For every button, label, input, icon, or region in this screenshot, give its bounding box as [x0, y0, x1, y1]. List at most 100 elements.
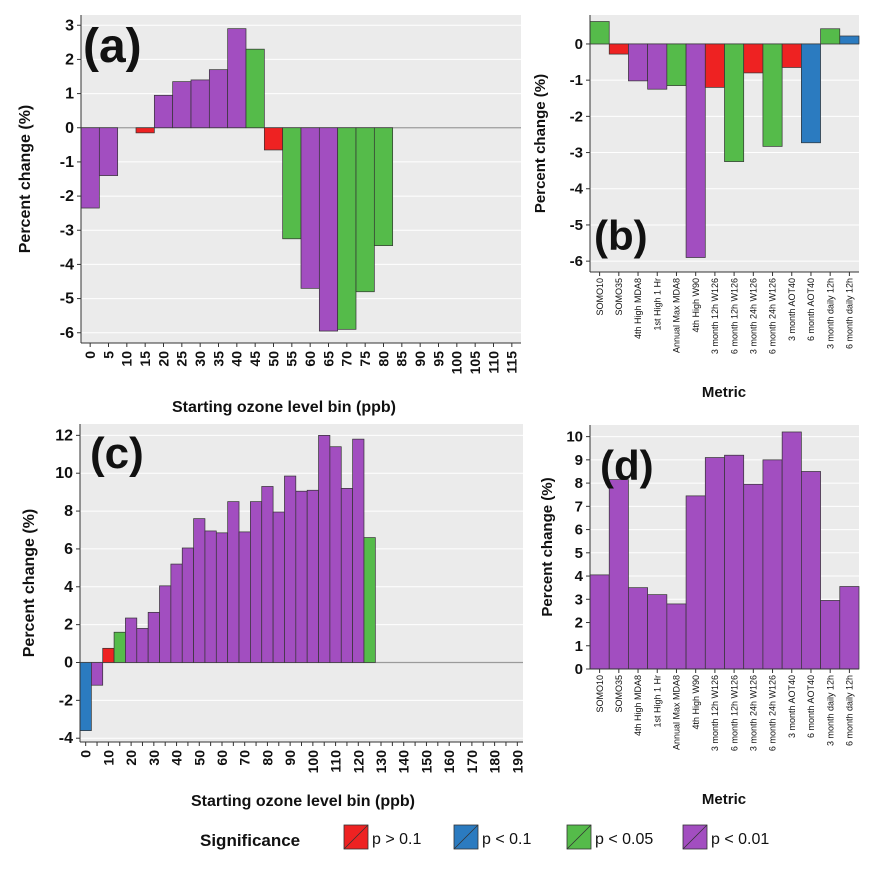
x-tick-label: 3 month AOT40	[787, 675, 797, 738]
x-tick-label: 35	[210, 351, 226, 367]
y-tick-label: -4	[570, 181, 584, 198]
bar-6-month-24h-w126	[762, 43, 783, 147]
x-tick-label: 30	[146, 750, 162, 766]
bar-115	[340, 488, 353, 663]
x-tick-label: 15	[137, 351, 153, 367]
x-tick-label: 6 month daily 12h	[845, 675, 855, 746]
y-tick-label: 0	[65, 120, 74, 137]
bar-55	[282, 127, 302, 240]
bar-15	[113, 631, 126, 663]
bar-3-month-12h-w126	[704, 457, 725, 670]
legend-title: Significance	[200, 831, 300, 850]
bar-3-month-daily-12h	[820, 600, 841, 670]
bar-85	[272, 511, 285, 663]
x-tick-label: 3 month AOT40	[787, 278, 797, 341]
y-tick-label: 8	[64, 503, 73, 520]
bar-100	[306, 489, 319, 663]
panel-label: (b)	[594, 212, 648, 259]
x-tick-label: SOMO35	[614, 675, 624, 713]
x-tick-label: 6 month 12h W126	[729, 278, 739, 354]
panel-label: (c)	[90, 429, 144, 478]
x-tick-label: 3 month daily 12h	[825, 278, 835, 349]
x-tick-label: 6 month 24h W126	[768, 675, 778, 751]
x-tick-label: 70	[339, 351, 355, 367]
x-axis-title: Starting ozone level bin (ppb)	[172, 399, 396, 416]
bar-30	[147, 611, 160, 663]
bar-6-month-12h-w126	[724, 43, 745, 162]
bar-25	[172, 81, 192, 129]
bar-15	[135, 127, 155, 134]
bar-0	[80, 127, 100, 209]
bar-6-month-daily-12h	[839, 35, 860, 45]
y-tick-label: 2	[575, 615, 583, 632]
y-tick-label: 1	[575, 638, 583, 655]
y-axis-title: Percent change (%)	[17, 105, 34, 253]
x-tick-label: 190	[509, 750, 525, 774]
x-tick-label: Annual Max MDA8	[672, 675, 682, 750]
x-tick-label: SOMO10	[595, 278, 605, 316]
bar-somo35	[608, 43, 629, 55]
x-tick-label: Annual Max MDA8	[672, 278, 682, 353]
x-tick-label: 0	[82, 351, 98, 359]
x-tick-label: 130	[373, 750, 389, 774]
y-tick-label: 2	[65, 51, 74, 68]
bar-4th-high-mda8	[628, 43, 648, 82]
bar-4th-high-w90	[685, 495, 706, 670]
x-tick-label: 115	[504, 351, 520, 374]
y-tick-label: -3	[570, 145, 583, 162]
y-tick-label: 1	[65, 86, 74, 103]
x-tick-label: 70	[237, 750, 253, 766]
chart-panel-b: 0 -1 -2 -3 -4 -5 -6 SOMO10 SOMO35 4th High MDA8 1s…	[532, 15, 860, 401]
x-tick-label: 0	[78, 750, 94, 758]
x-tick-label: 80	[259, 750, 275, 766]
y-tick-label: 0	[575, 36, 583, 53]
bar-70	[337, 127, 357, 330]
y-tick-label: 6	[64, 541, 73, 558]
x-tick-label: 55	[284, 351, 300, 367]
y-tick-label: -5	[570, 217, 583, 234]
legend-swatch-slash	[682, 824, 708, 850]
bar-3-month-12h-w126	[704, 43, 725, 88]
legend-swatch-slash	[343, 824, 369, 850]
panel-label: (d)	[600, 442, 654, 489]
bar-annual-max-mda8	[666, 603, 687, 670]
bar-110	[329, 446, 342, 663]
bar-40	[227, 28, 247, 129]
bar-50	[193, 518, 206, 663]
bar-50	[263, 127, 284, 151]
x-tick-label: 100	[449, 351, 465, 375]
y-tick-label: -3	[60, 222, 74, 239]
panel-label: (a)	[83, 20, 142, 73]
y-axis-title: Percent change (%)	[532, 74, 549, 213]
y-tick-label: -6	[60, 325, 74, 342]
x-tick-label: 6 month daily 12h	[845, 278, 855, 349]
bar-80	[373, 127, 394, 246]
bar-6-month-aot40	[801, 471, 821, 670]
bar-6-month-aot40	[801, 43, 821, 144]
x-tick-label: 120	[350, 750, 366, 774]
x-tick-label: 60	[302, 351, 318, 367]
bar-3-month-24h-w126	[743, 483, 764, 670]
x-tick-label: 1st High 1 Hr	[652, 675, 662, 728]
bar-somo35	[608, 479, 629, 670]
bar-6-month-24h-w126	[762, 459, 783, 670]
y-tick-label: 0	[64, 655, 73, 672]
y-tick-label: 2	[64, 617, 73, 634]
x-tick-label: 80	[375, 351, 391, 367]
y-tick-label: -1	[60, 154, 74, 171]
bar-60	[215, 532, 229, 663]
bar-75	[250, 501, 263, 663]
x-tick-label: 4th High MDA8	[633, 675, 643, 736]
x-tick-label: 180	[487, 750, 503, 774]
x-tick-label: 25	[174, 351, 190, 367]
x-tick-label: 4th High MDA8	[633, 278, 643, 339]
x-tick-label: 3 month 12h W126	[710, 675, 720, 751]
bar-95	[295, 490, 308, 663]
y-axis-title: Percent change (%)	[21, 509, 38, 657]
x-tick-label: 5	[100, 351, 116, 359]
x-tick-label: 3 month 24h W126	[748, 675, 758, 751]
bar-125	[363, 537, 376, 663]
bar-35	[208, 69, 229, 129]
bar-70	[238, 531, 251, 663]
